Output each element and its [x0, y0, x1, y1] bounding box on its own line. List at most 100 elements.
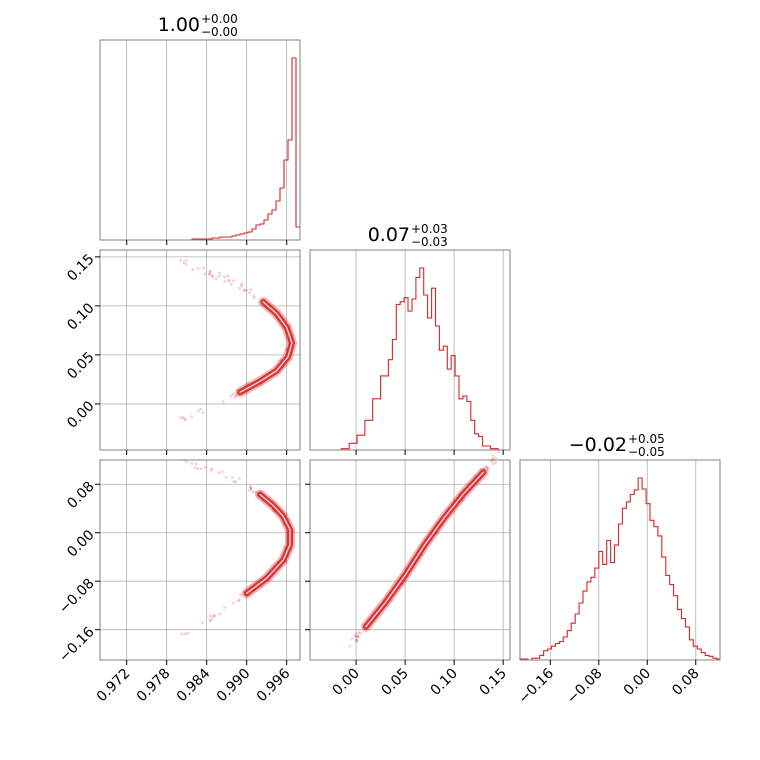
sample-point [240, 282, 244, 286]
sample-point [251, 490, 255, 494]
histogram-param-3 [519, 477, 720, 661]
sample-point [208, 270, 212, 274]
y-tick-label: −0.16 [56, 624, 98, 666]
sample-point [494, 461, 498, 465]
x-tick-label: 0.00 [330, 666, 363, 699]
sample-point [234, 395, 237, 399]
sample-point [248, 484, 252, 488]
panel-frame-r1c0 [99, 249, 301, 451]
sample-point [185, 460, 189, 464]
sample-point [198, 407, 202, 411]
sample-point [221, 400, 225, 403]
sample-point [248, 291, 252, 295]
panel-frame-r1c1 [309, 249, 511, 451]
x-tick-label: 0.996 [254, 665, 294, 705]
sample-point [212, 614, 216, 617]
scatter-layer [179, 258, 500, 648]
axes-frames-layer [99, 39, 721, 661]
sample-point [214, 277, 218, 281]
sample-point [246, 382, 249, 385]
histogram-param-1 [100, 57, 300, 241]
sample-point [252, 294, 256, 298]
sample-point [484, 465, 488, 469]
sample-point [487, 468, 490, 472]
sample-point [494, 456, 497, 460]
sample-point [234, 394, 238, 397]
contour-inner [246, 493, 291, 594]
x-tick-label: 0.972 [94, 666, 134, 706]
sample-point [231, 392, 235, 396]
sample-point [249, 288, 253, 292]
sample-point [242, 289, 246, 292]
x-tick-label: 0.978 [134, 666, 174, 706]
sample-point [196, 467, 200, 471]
sample-point [252, 296, 256, 300]
sample-point [250, 487, 253, 491]
x-tick-label: 0.05 [379, 666, 412, 699]
x-tick-label: 0.00 [621, 666, 654, 699]
sample-point [350, 637, 354, 641]
title-param-1-minus: −0.00 [201, 25, 238, 39]
sample-point [486, 466, 490, 470]
sample-point [229, 394, 233, 398]
sample-point [184, 263, 188, 266]
sample-point [209, 468, 213, 472]
sample-point [238, 477, 242, 480]
x-tick-label: 0.984 [174, 665, 214, 705]
sample-point [227, 279, 230, 283]
sample-point [232, 480, 236, 483]
panel-frame-r2c2 [519, 459, 721, 661]
contour-middle [362, 469, 487, 630]
y-tick-label: −0.08 [56, 576, 98, 618]
sample-point [224, 476, 228, 479]
sample-point [497, 450, 500, 454]
sample-point [239, 593, 242, 597]
sample-point [491, 462, 495, 466]
sample-point [355, 640, 359, 643]
sample-point [248, 489, 251, 492]
sample-point [179, 258, 183, 262]
title-param-3-plus: +0.05 [628, 432, 665, 446]
sample-point [229, 283, 233, 286]
sample-point [237, 598, 241, 602]
x-tick-label: −0.16 [515, 665, 557, 707]
sample-point [234, 480, 238, 484]
sample-point [355, 638, 359, 642]
sample-point [238, 286, 241, 290]
sample-point [249, 486, 253, 489]
sample-point [217, 471, 221, 475]
title-param-1-plus: +0.00 [201, 12, 238, 26]
sample-point [190, 462, 194, 465]
sample-point [181, 416, 185, 419]
sample-point [180, 632, 184, 636]
sample-point [196, 267, 200, 270]
sample-point [223, 280, 227, 283]
sample-point [190, 415, 194, 419]
panel-frame-r0c0 [99, 39, 301, 241]
sample-point [203, 465, 207, 469]
sample-point [193, 466, 197, 470]
sample-point [218, 612, 222, 616]
sample-point [249, 487, 253, 490]
sample-point [191, 268, 195, 272]
sample-point [491, 454, 495, 458]
sample-point [231, 601, 235, 605]
sample-point [359, 631, 362, 635]
sample-point [232, 279, 235, 282]
x-tick-label: 0.08 [669, 666, 702, 699]
sample-point [184, 418, 187, 422]
sample-point [183, 632, 187, 636]
sample-point [182, 261, 186, 265]
sample-point [208, 269, 212, 273]
sample-point [354, 634, 357, 638]
y-tick-label: 0.15 [64, 251, 97, 284]
sample-point [203, 272, 207, 276]
sample-point [254, 490, 258, 494]
grid-layer [100, 40, 697, 660]
sample-point [210, 467, 214, 471]
sample-point [356, 636, 360, 639]
sample-point [184, 259, 188, 263]
sample-point [194, 462, 198, 466]
sample-point [211, 616, 215, 620]
